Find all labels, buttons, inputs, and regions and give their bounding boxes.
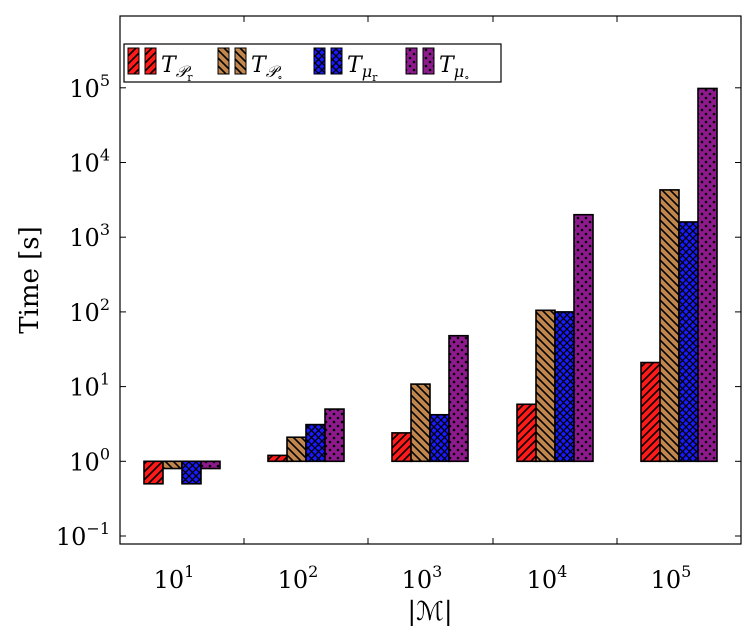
- bar-T_mu_r-3: [554, 311, 575, 463]
- y-tick-label-0: 10−1: [56, 519, 110, 551]
- y-tick-label-5: 104: [69, 146, 110, 178]
- bar-T_P_o-1: [286, 436, 307, 463]
- bar-T_mu_o-2: [448, 334, 469, 463]
- legend-label-T_mu_o: Tμ∘: [439, 53, 470, 84]
- bar-T_mu_r-2: [429, 413, 450, 463]
- bar-T_mu_o-4: [697, 87, 718, 463]
- y-tick-label-2: 101: [69, 370, 110, 402]
- bar-T_mu_o-0: [200, 460, 221, 470]
- x-tick-label-1: 102: [278, 562, 319, 594]
- bar-T_P_r-4: [640, 361, 661, 463]
- bar-T_mu_o-3: [573, 213, 594, 463]
- y-tick-label-1: 100: [69, 444, 110, 476]
- legend-swatch-left-T_P_r: [127, 47, 140, 75]
- x-axis-title: |ℳ|: [407, 597, 452, 627]
- bar-T_P_r-1: [267, 454, 288, 463]
- bar-T_P_o-2: [410, 383, 431, 463]
- legend-box: [123, 43, 502, 83]
- plot-frame: [119, 15, 742, 545]
- bar-T_mu_o-1: [324, 408, 345, 463]
- bar-T_P_r-0: [143, 460, 164, 485]
- legend-swatch-right-T_P_o: [234, 47, 247, 75]
- bar-T_P_o-0: [162, 460, 183, 470]
- legend-swatch-left-T_mu_o: [405, 47, 418, 75]
- y-axis-title: Time [s]: [15, 226, 45, 334]
- x-tick-label-0: 101: [154, 562, 195, 594]
- y-tick-label-3: 102: [69, 295, 110, 327]
- bar-T_mu_r-4: [678, 221, 699, 463]
- bar-T_mu_r-0: [181, 460, 202, 485]
- legend-label-T_mu_r: Tμr: [347, 53, 378, 84]
- ticks-group: 10−1 100 101 102 103 104 105 101 102 103 104 105: [56, 16, 742, 594]
- bar-T_P_r-3: [516, 403, 537, 463]
- bar-T_P_o-4: [659, 189, 680, 463]
- legend-swatch-left-T_P_o: [217, 47, 230, 75]
- legend: T𝒫r T𝒫∘ Tμr Tμ∘: [123, 43, 502, 84]
- bar-T_mu_r-1: [305, 423, 326, 463]
- y-tick-label-4: 103: [69, 220, 110, 252]
- legend-swatch-right-T_P_r: [144, 47, 157, 75]
- legend-swatch-right-T_mu_r: [330, 47, 343, 75]
- legend-swatch-left-T_mu_r: [313, 47, 326, 75]
- bar-T_P_o-3: [535, 309, 556, 463]
- legend-swatch-right-T_mu_o: [422, 47, 435, 75]
- y-tick-label-6: 105: [69, 71, 110, 103]
- bars-group: [143, 87, 718, 485]
- x-tick-label-4: 105: [651, 562, 692, 594]
- legend-label-T_P_r: T𝒫r: [161, 53, 193, 84]
- x-tick-label-2: 103: [402, 562, 443, 594]
- bar-T_P_r-2: [391, 432, 412, 463]
- x-tick-label-3: 104: [527, 562, 568, 594]
